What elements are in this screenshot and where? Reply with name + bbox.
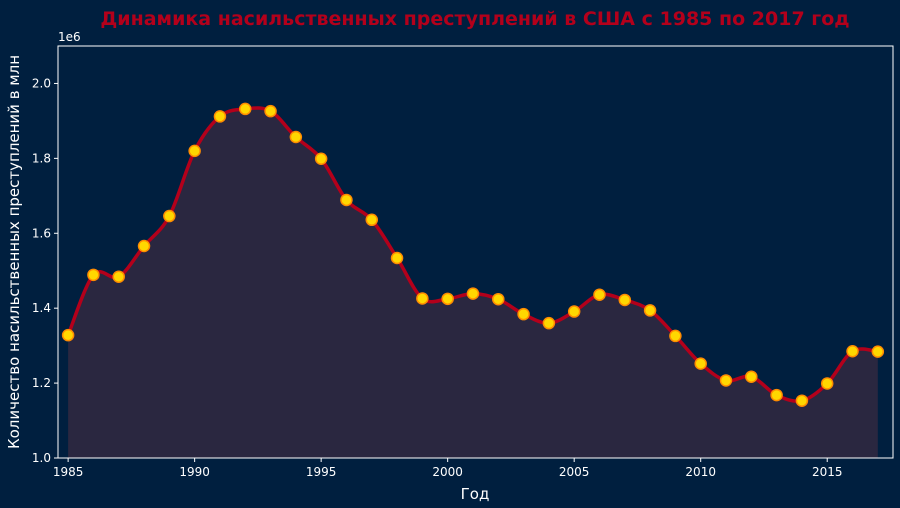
plot-area: 1985 1990 1995 2000 2005 2010 2015 1.0 1.2 1.4 1.6… bbox=[32, 45, 894, 479]
data-point-1992 bbox=[238, 102, 252, 116]
data-point-2013 bbox=[770, 388, 783, 402]
x-tick-label-1985: 1985 bbox=[53, 465, 84, 479]
y-tick-label-1.0: 1.0 bbox=[32, 451, 51, 465]
data-point-2008 bbox=[643, 304, 657, 317]
data-point-2005 bbox=[567, 305, 581, 318]
series-area bbox=[68, 107, 878, 458]
plot-frame bbox=[57, 45, 894, 459]
y-axis-title: Количество насильственных преступлений в… bbox=[5, 55, 23, 449]
data-point-1987 bbox=[112, 270, 125, 283]
x-axis-title: Год bbox=[461, 485, 490, 503]
data-point-2014 bbox=[795, 394, 809, 407]
x-tick-label-1995: 1995 bbox=[306, 465, 337, 479]
data-point-2015 bbox=[820, 377, 834, 390]
data-point-1989 bbox=[163, 209, 176, 223]
data-point-2002 bbox=[492, 292, 505, 306]
data-point-2011 bbox=[719, 374, 733, 387]
y-tick-label-2.0: 2.0 bbox=[32, 76, 51, 90]
data-point-1997 bbox=[365, 213, 379, 227]
data-point-2003 bbox=[517, 307, 530, 321]
data-point-1986 bbox=[87, 268, 100, 282]
data-point-1998 bbox=[390, 251, 404, 265]
data-point-1996 bbox=[340, 193, 353, 207]
chart-title: Динамика насильственных преступлений в С… bbox=[100, 8, 849, 30]
data-point-1999 bbox=[416, 292, 429, 305]
data-point-1985 bbox=[61, 328, 75, 342]
x-tick-label-2005: 2005 bbox=[559, 465, 590, 479]
y-tick-label-1.8: 1.8 bbox=[32, 151, 51, 165]
y-tick-label-1.6: 1.6 bbox=[32, 226, 51, 240]
y-axis-offset-label: 1e6 bbox=[58, 30, 81, 44]
x-tick-label-2000: 2000 bbox=[432, 465, 463, 479]
x-tick-label-2010: 2010 bbox=[685, 465, 716, 479]
data-point-2009 bbox=[669, 329, 682, 343]
data-point-2000 bbox=[441, 292, 454, 306]
data-point-1994 bbox=[289, 130, 303, 144]
data-point-1988 bbox=[137, 239, 151, 253]
x-tick-label-2015: 2015 bbox=[812, 465, 843, 479]
data-point-2012 bbox=[745, 370, 758, 383]
data-point-1991 bbox=[213, 110, 227, 123]
data-point-1990 bbox=[188, 144, 201, 158]
data-point-1995 bbox=[314, 152, 328, 165]
data-point-2017 bbox=[871, 345, 885, 358]
y-tick-label-1.4: 1.4 bbox=[32, 301, 51, 315]
data-point-2004 bbox=[542, 316, 556, 330]
data-point-2016 bbox=[846, 345, 859, 358]
x-tick-label-1990: 1990 bbox=[179, 465, 210, 479]
data-point-2010 bbox=[694, 357, 707, 370]
data-point-2007 bbox=[618, 293, 632, 307]
data-point-2006 bbox=[593, 288, 606, 301]
data-point-1993 bbox=[264, 104, 277, 118]
data-point-2001 bbox=[466, 287, 480, 300]
y-tick-label-1.2: 1.2 bbox=[32, 376, 51, 390]
